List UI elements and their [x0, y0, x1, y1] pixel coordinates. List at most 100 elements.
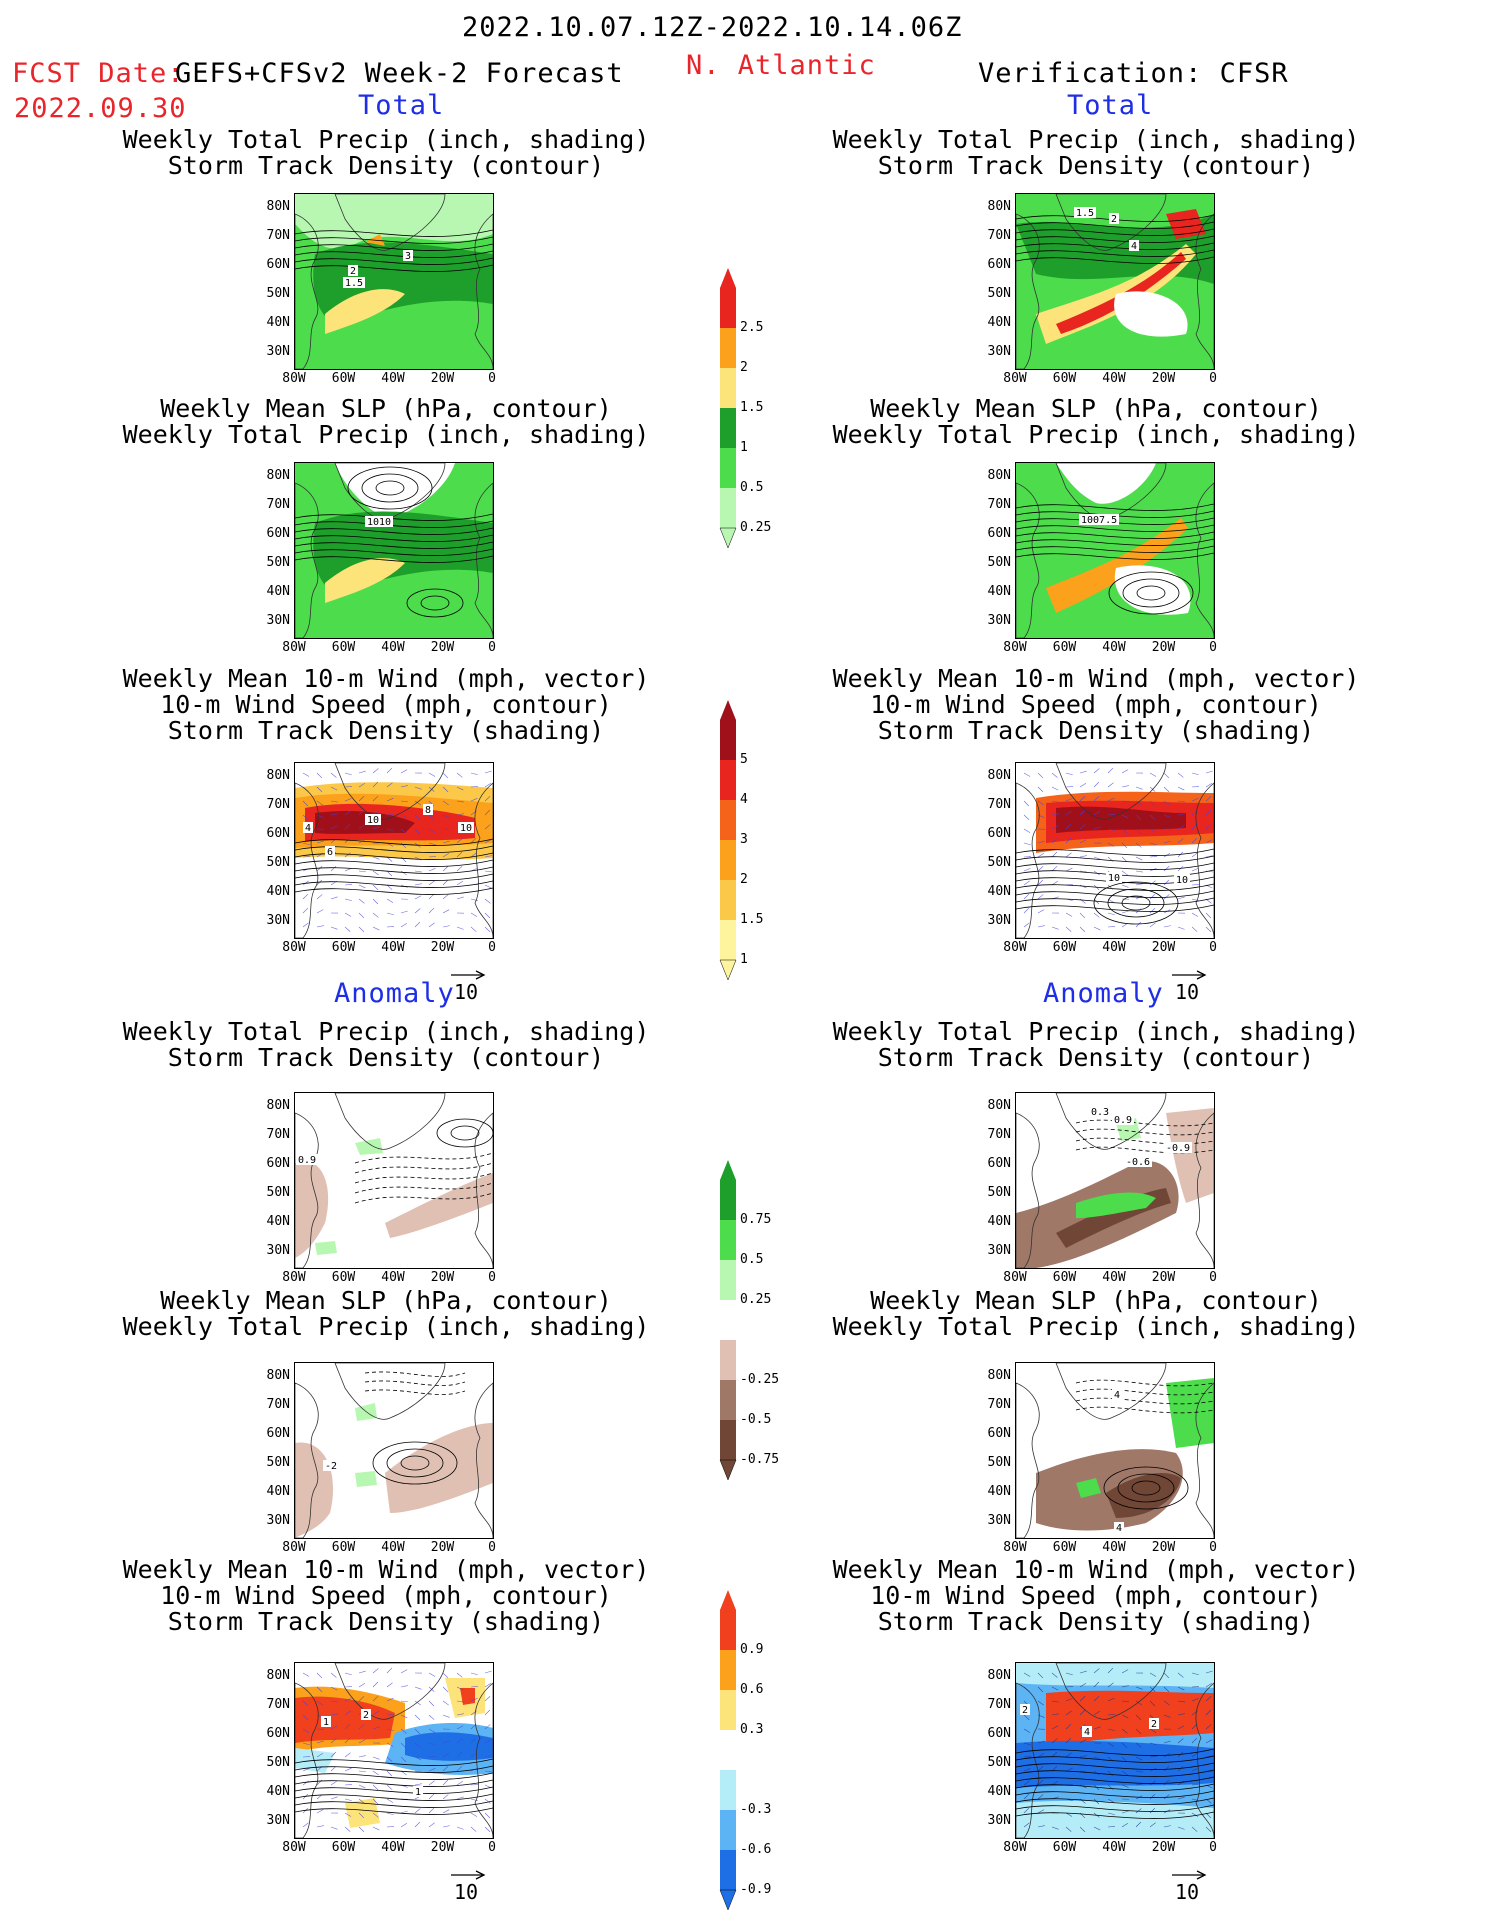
lat-tick-label: 50N: [987, 555, 1011, 570]
colorbar-track_anom: [718, 1590, 738, 1914]
map-forecast-anomaly-slp: -2: [294, 1362, 494, 1539]
lat-tick-label: 40N: [266, 1484, 290, 1499]
map-verification-anomaly-precip: 0.3 0.9 -0.9 -0.6: [1015, 1092, 1215, 1269]
lat-tick-label: 70N: [266, 228, 290, 243]
lat-tick-label: 50N: [987, 1185, 1011, 1200]
title-f-wind-1: Weekly Mean 10-m Wind (mph, vector): [122, 664, 650, 693]
colorbar-label: -0.6: [740, 1842, 772, 1857]
colorbar-segment: [720, 1850, 736, 1890]
lon-tick-label: 80W: [282, 1270, 306, 1285]
contour-label: -2: [323, 1460, 339, 1472]
lon-tick-label: 40W: [381, 1540, 405, 1555]
contour-label: 10: [458, 822, 474, 834]
lon-tick-label: 80W: [1003, 640, 1027, 655]
lat-tick-label: 80N: [266, 199, 290, 214]
lat-tick-label: 80N: [266, 1368, 290, 1383]
vector-arrow-icon: [451, 1870, 486, 1880]
svg-text:1010: 1010: [367, 517, 391, 528]
lat-tick-label: 30N: [266, 1513, 290, 1528]
contour-label: 4: [1112, 1389, 1122, 1401]
lon-tick-label: 0: [488, 1840, 496, 1855]
contour-label: 1: [321, 1716, 331, 1728]
colorbar-label: 1.5: [740, 912, 764, 927]
title-f-slp-1: Weekly Mean SLP (hPa, contour): [160, 394, 612, 423]
colorbar-arrow: [719, 1459, 737, 1481]
lon-tick-label: 0: [1209, 371, 1217, 386]
lat-tick-label: 40N: [987, 884, 1011, 899]
title-v-slp-2: Weekly Total Precip (inch, shading): [832, 420, 1360, 449]
lon-tick-label: 60W: [331, 1840, 356, 1855]
period-title: 2022.10.07.12Z-2022.10.14.06Z: [462, 12, 963, 43]
lat-tick-label: 80N: [266, 468, 290, 483]
lon-tick-label: 80W: [1003, 1540, 1027, 1555]
verification-label: Verification: CFSR: [978, 58, 1289, 89]
colorbar-arrow: [720, 700, 736, 720]
svg-text:4: 4: [1084, 1727, 1090, 1738]
svg-text:10: 10: [1176, 875, 1188, 886]
vector-arrow-icon: [451, 970, 486, 980]
title-fa-precip-2: Storm Track Density (contour): [167, 1043, 605, 1072]
lon-tick-label: 60W: [1052, 1270, 1077, 1285]
lon-tick-label: 20W: [430, 1840, 455, 1855]
svg-text:1: 1: [415, 1787, 421, 1798]
title-f-precip-1: Weekly Total Precip (inch, shading): [122, 125, 650, 154]
colorbar-arrow: [719, 959, 737, 981]
contour-label: 0.9: [296, 1154, 318, 1166]
lat-tick-label: 30N: [266, 1243, 290, 1258]
vector-ref-label: 10: [1175, 980, 1200, 1004]
lat-tick-label: 50N: [266, 286, 290, 301]
vector-arrow-icon: [1172, 970, 1207, 980]
lat-tick-label: 80N: [987, 468, 1011, 483]
contour-label: 10: [365, 814, 381, 826]
map-forecast-total-slp: 1010: [294, 462, 494, 639]
vector-ref-label: 10: [454, 1880, 479, 1904]
lat-tick-label: 40N: [266, 584, 290, 599]
colorbar-segment: [720, 1340, 736, 1380]
lat-tick-label: 30N: [987, 1513, 1011, 1528]
lat-tick-label: 50N: [987, 1755, 1011, 1770]
title-va-wind-1: Weekly Mean 10-m Wind (mph, vector): [832, 1555, 1360, 1584]
svg-text:4: 4: [1116, 1523, 1122, 1534]
lat-tick-label: 80N: [266, 768, 290, 783]
colorbar-segment: [720, 1810, 736, 1850]
colorbar-label: 1: [740, 440, 748, 455]
svg-text:0.9: 0.9: [298, 1155, 316, 1166]
title-v-precip-1: Weekly Total Precip (inch, shading): [832, 125, 1360, 154]
svg-text:1007.5: 1007.5: [1081, 515, 1117, 526]
vector-ref-f-total: 10: [450, 962, 486, 1004]
lon-tick-label: 40W: [381, 940, 405, 955]
lon-tick-label: 40W: [1102, 371, 1126, 386]
section-total-right: Total: [1067, 90, 1154, 121]
title-v-wind-1: Weekly Mean 10-m Wind (mph, vector): [832, 664, 1360, 693]
lon-tick-label: 20W: [430, 940, 455, 955]
colorbar-label: 0.75: [740, 1212, 772, 1227]
colorbar-arrow: [720, 1590, 736, 1610]
colorbar-label: 2: [740, 872, 748, 887]
colorbar-segment: [720, 1610, 736, 1650]
colorbar-segment: [720, 720, 736, 760]
svg-text:1.5: 1.5: [345, 278, 363, 289]
lon-tick-label: 0: [1209, 1540, 1217, 1555]
svg-text:4: 4: [305, 823, 311, 834]
colorbar-segment: [720, 368, 736, 408]
title-v-slp-1: Weekly Mean SLP (hPa, contour): [870, 394, 1322, 423]
svg-text:4: 4: [1114, 1390, 1120, 1401]
lon-tick-label: 60W: [331, 1270, 356, 1285]
lat-tick-label: 70N: [266, 797, 290, 812]
lon-tick-label: 40W: [381, 1840, 405, 1855]
fcst-date: 2022.09.30: [14, 93, 187, 124]
title-va-wind-2: 10-m Wind Speed (mph, contour): [870, 1581, 1322, 1610]
lon-tick-label: 0: [488, 371, 496, 386]
colorbar-segment: [720, 880, 736, 920]
svg-text:8: 8: [425, 805, 431, 816]
lon-tick-label: 60W: [331, 940, 356, 955]
title-va-precip-1: Weekly Total Precip (inch, shading): [832, 1017, 1360, 1046]
lat-tick-label: 50N: [266, 855, 290, 870]
title-fa-wind-3: Storm Track Density (shading): [167, 1607, 605, 1636]
lon-tick-label: 20W: [1151, 640, 1176, 655]
lat-tick-label: 70N: [266, 1127, 290, 1142]
lat-tick-label: 60N: [987, 1426, 1011, 1441]
svg-text:-0.6: -0.6: [1126, 1157, 1150, 1168]
lon-tick-label: 40W: [1102, 1270, 1126, 1285]
svg-text:-2: -2: [325, 1461, 337, 1472]
